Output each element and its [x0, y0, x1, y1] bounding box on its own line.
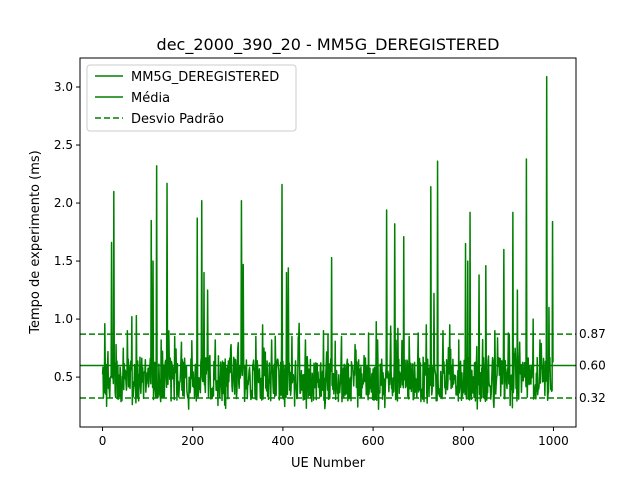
y-axis: 0.5 1.0 1.5 2.0 2.5 3.0: [54, 80, 80, 384]
y-tick-label: 1.0: [54, 312, 73, 326]
side-annotations: 0.87 0.60 0.32: [579, 327, 606, 405]
legend-box: [86, 64, 297, 132]
x-axis-label: UE Number: [291, 456, 366, 471]
legend-entry-desvio-padrao-label: Desvio Padrão: [131, 112, 224, 127]
x-axis: 0 200 400 600 800 1000: [99, 427, 569, 448]
y-tick-label: 3.0: [54, 80, 73, 94]
x-tick-label: 1000: [538, 434, 569, 448]
annotation-value: 0.87: [579, 327, 606, 341]
x-tick-label: 200: [181, 434, 204, 448]
x-tick-label: 800: [452, 434, 475, 448]
plot-area: [80, 75, 576, 410]
legend-entry-media-label: Média: [131, 91, 170, 106]
series-line-mm5g-deregistered: [101, 75, 554, 410]
annotation-value: 0.60: [579, 359, 606, 373]
legend-entry-mm5g-deregistered-label: MM5G_DEREGISTERED: [131, 70, 279, 85]
axes-frame: [79, 57, 577, 428]
y-axis-label: Tempo de experimento (ms): [28, 150, 43, 334]
y-tick-label: 2.0: [54, 196, 73, 210]
plot-clip-group: [80, 75, 576, 410]
x-tick-label: 0: [99, 434, 107, 448]
y-tick-label: 1.5: [54, 254, 73, 268]
x-tick-label: 400: [271, 434, 294, 448]
x-tick-label: 600: [362, 434, 385, 448]
chart-title: dec_2000_390_20 - MM5G_DEREGISTERED: [157, 35, 500, 55]
y-tick-label: 0.5: [54, 370, 73, 384]
annotation-value: 0.32: [579, 391, 606, 405]
legend: MM5G_DEREGISTERED Média Desvio Padrão: [86, 64, 297, 132]
y-tick-label: 2.5: [54, 138, 73, 152]
